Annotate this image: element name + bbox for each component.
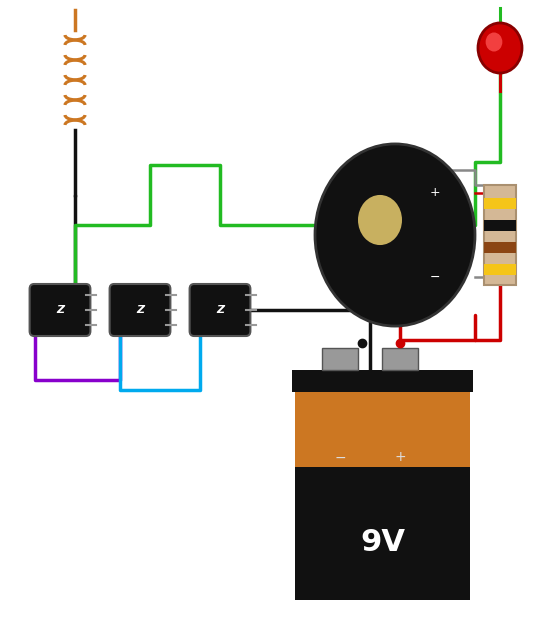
Bar [484, 198, 516, 209]
FancyBboxPatch shape [30, 284, 91, 336]
Bar [382, 348, 418, 370]
Text: Z: Z [216, 305, 224, 315]
Circle shape [486, 32, 502, 51]
Bar [322, 348, 358, 370]
Bar [484, 264, 516, 275]
Text: +: + [394, 451, 406, 464]
Circle shape [478, 23, 522, 73]
Text: −: − [334, 451, 346, 464]
Bar [295, 467, 470, 600]
Circle shape [358, 195, 402, 245]
FancyBboxPatch shape [110, 284, 170, 336]
Text: Z: Z [136, 305, 144, 315]
FancyBboxPatch shape [189, 284, 250, 336]
Text: 9V: 9V [360, 528, 405, 557]
Text: −: − [430, 271, 440, 284]
Circle shape [315, 144, 475, 326]
Text: Z: Z [56, 305, 64, 315]
Bar [484, 220, 516, 231]
Text: +: + [430, 186, 440, 199]
Bar [295, 370, 470, 467]
Bar [484, 185, 516, 285]
Bar [292, 370, 473, 392]
Bar [484, 242, 516, 253]
